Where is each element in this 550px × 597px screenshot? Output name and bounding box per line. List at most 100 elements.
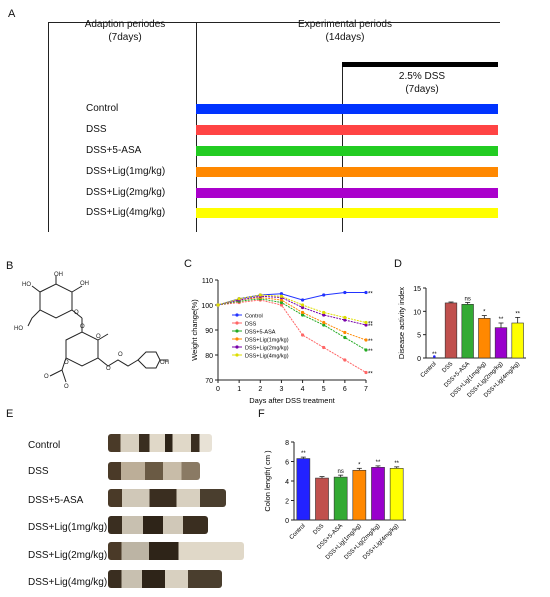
structure-label-oh-3: OH <box>160 360 169 366</box>
data-point <box>300 333 305 337</box>
legend-label: DSS+Lig(2mg/kg) <box>245 346 289 352</box>
data-point <box>343 290 347 295</box>
y-tick-label: 100 <box>201 303 213 310</box>
x-tick-label: 6 <box>343 386 347 393</box>
data-point <box>322 313 326 317</box>
legend-label: DSS+Lig(1mg/kg) <box>245 338 289 344</box>
experimental-title: Experimental periods <box>298 19 392 30</box>
structure-label-o-5: O <box>64 384 69 390</box>
data-point <box>343 358 347 362</box>
colon-length-chart: 0 2 4 6 8 Colon length( cm ) ** Control DSS ns DSS… <box>263 440 406 561</box>
significance-label: ** <box>515 311 520 317</box>
experimental-header: Experimental periods (14days) <box>270 18 420 44</box>
data-point <box>322 323 326 327</box>
disease-activity-chart: 0 5 10 15 Disease activity index ** Control DSS… <box>397 286 526 399</box>
significance-label: ** <box>394 461 399 467</box>
group-bar-lig1 <box>196 167 498 177</box>
y-tick-label: 80 <box>205 353 213 360</box>
colon-photo-lig4 <box>108 570 222 588</box>
group-label-lig2: DSS+Lig(2mg/kg) <box>86 187 166 198</box>
structure-label-o-1: O <box>74 310 79 316</box>
colon-photo-control <box>108 434 212 452</box>
y-tick-label: 15 <box>413 286 421 293</box>
timeline-left-rule <box>48 22 49 232</box>
data-point <box>364 320 368 325</box>
panel-a-timeline: Adaption periodes (7days) Experimental p… <box>0 0 550 240</box>
data-point <box>300 305 305 310</box>
group-bar-lig2 <box>196 188 498 198</box>
significance-label: ** <box>368 324 373 330</box>
significance-label: ** <box>301 451 306 457</box>
colon-label-dss: DSS <box>28 466 49 477</box>
group-bar-5asa <box>196 146 498 156</box>
group-label-control: Control <box>86 103 119 114</box>
x-tick-label: DSS <box>441 361 454 374</box>
legend-label: DSS+5-ASA <box>245 330 276 336</box>
significance-label: ** <box>368 339 373 345</box>
colon-photo-lig2 <box>108 542 244 560</box>
y-tick-label: 5 <box>417 333 421 340</box>
data-point <box>279 292 284 296</box>
data-point <box>300 310 305 315</box>
colon-photo-dss <box>108 462 200 480</box>
bar <box>478 318 491 359</box>
y-tick-label: 110 <box>202 278 213 285</box>
y-axis-label: Disease activity index <box>397 287 406 359</box>
data-point <box>322 345 326 350</box>
structure-label-ho-1: HO <box>22 282 31 288</box>
significance-label: * <box>358 462 361 468</box>
y-tick-label: 70 <box>205 378 213 385</box>
y-tick-label: 10 <box>413 309 421 316</box>
y-axis-label: Colon length( cm ) <box>263 450 272 512</box>
x-tick-label: 4 <box>301 386 305 393</box>
data-point <box>300 313 305 317</box>
colon-label-lig1: DSS+Lig(1mg/kg) <box>28 522 108 533</box>
data-point <box>279 300 284 305</box>
x-tick-label: 7 <box>364 386 368 393</box>
structure-label-oh-2: OH <box>80 281 89 287</box>
data-point <box>364 338 368 342</box>
bar <box>494 327 508 359</box>
data-point <box>279 298 284 302</box>
bar <box>315 477 329 521</box>
legend-marker <box>235 353 239 357</box>
significance-label: ** <box>368 372 373 378</box>
data-point <box>343 318 347 322</box>
series-line <box>217 295 367 326</box>
data-point <box>216 303 220 307</box>
y-tick-label: 0 <box>417 356 421 363</box>
structure-label-o-4: O <box>44 374 49 380</box>
y-tick-label: 90 <box>205 328 213 335</box>
group-label-5asa: DSS+5-ASA <box>86 145 142 156</box>
dss-title: 2.5% DSS <box>398 71 446 82</box>
group-bar-control <box>196 104 498 114</box>
bar <box>511 322 524 359</box>
data-point <box>364 323 368 327</box>
dss-period-bar <box>342 62 498 67</box>
timeline-top-rule <box>48 22 500 23</box>
bar <box>333 476 348 521</box>
panel-f-letter: F <box>258 408 265 420</box>
data-point <box>300 303 305 307</box>
data-point <box>343 330 347 335</box>
series-line <box>217 299 367 373</box>
significance-label: * <box>483 310 486 316</box>
data-point <box>364 290 368 295</box>
panel-e-letter: E <box>6 408 14 420</box>
y-tick-label: 2 <box>285 499 289 506</box>
colon-photo-panel: Control DSS DSS+5-ASA DSS+Lig(1mg/kg) DS… <box>0 0 260 597</box>
x-tick-label: DSS+Lig(4mg/kg) <box>362 523 400 561</box>
data-point <box>343 335 347 340</box>
y-tick-label: 4 <box>285 479 289 486</box>
data-point <box>322 310 326 315</box>
bar <box>389 468 404 521</box>
x-tick-label: 1 <box>237 386 241 393</box>
legend-label: Control <box>245 314 263 320</box>
x-tick-label: 5 <box>322 386 326 393</box>
panel-c-letter: C <box>184 258 192 270</box>
data-point <box>322 320 326 325</box>
group-label-dss: DSS <box>86 124 107 135</box>
bar <box>461 304 474 359</box>
x-tick-label: DSS <box>312 523 325 536</box>
panel-b-letter: B <box>6 260 14 272</box>
